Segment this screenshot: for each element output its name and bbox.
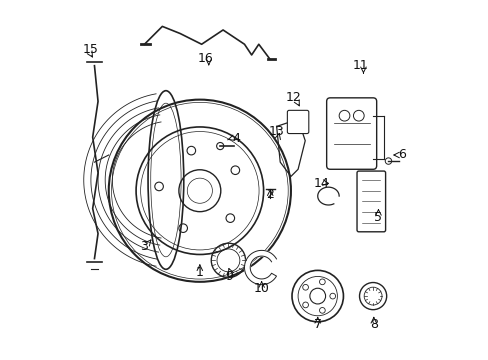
Text: 11: 11 <box>352 59 368 72</box>
Text: 16: 16 <box>197 52 213 65</box>
Polygon shape <box>244 250 276 285</box>
Text: 10: 10 <box>253 283 269 296</box>
Text: 14: 14 <box>313 177 328 190</box>
Text: 5: 5 <box>374 211 382 224</box>
FancyBboxPatch shape <box>287 111 308 134</box>
Text: 9: 9 <box>225 270 233 283</box>
Text: 3: 3 <box>140 240 148 253</box>
Text: 7: 7 <box>313 318 321 331</box>
Text: 6: 6 <box>397 148 405 162</box>
Text: 15: 15 <box>82 43 98 56</box>
FancyBboxPatch shape <box>356 171 385 232</box>
Text: 13: 13 <box>268 125 284 138</box>
Text: 12: 12 <box>285 91 301 104</box>
Text: 8: 8 <box>369 318 377 331</box>
FancyBboxPatch shape <box>326 98 376 169</box>
Text: 1: 1 <box>196 266 203 279</box>
Text: 2: 2 <box>266 188 274 201</box>
Text: 4: 4 <box>232 132 240 145</box>
